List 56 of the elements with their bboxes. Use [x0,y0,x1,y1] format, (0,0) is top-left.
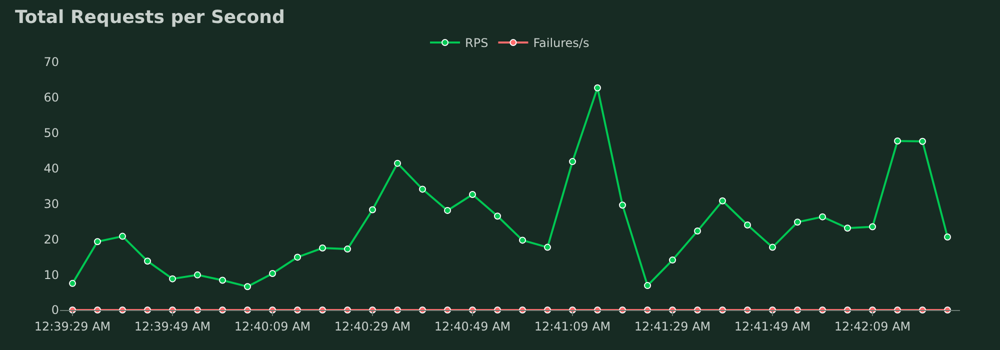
point [194,271,201,278]
point [94,238,101,246]
x-tick-label: 12:40:29 AM [334,319,411,334]
point [919,138,926,145]
point [794,218,801,226]
point [69,280,76,287]
point [444,206,451,214]
y-tick-label: 30 [44,196,59,211]
point [819,213,826,220]
y-tick-label: 60 [44,90,59,105]
point [694,227,701,234]
point [219,276,226,284]
y-tick-label: 70 [44,55,59,70]
point [569,158,576,166]
point [469,191,476,198]
point [269,270,276,278]
point [869,223,876,230]
x-tick-label: 12:42:09 AM [834,319,911,334]
point [644,282,651,290]
point [294,254,301,261]
point [169,275,176,282]
point [594,84,601,92]
point [894,138,901,145]
point [119,232,126,240]
point [319,244,326,252]
point [494,212,501,220]
x-tick-label: 12:39:49 AM [134,319,211,334]
legend-label: Failures/s [533,36,590,50]
x-tick-label: 12:39:29 AM [34,319,111,334]
point [769,244,776,251]
point [744,221,751,228]
y-tick-label: 10 [44,268,59,282]
point [944,234,951,241]
chart-title: Total Requests per Second [15,7,285,28]
point [519,236,526,244]
point [419,186,426,193]
point [344,246,351,253]
point [619,202,626,209]
x-tick-label: 12:40:49 AM [434,319,511,334]
y-tick-label: 0 [51,303,59,318]
point [394,160,401,167]
y-tick-label: 50 [44,126,59,140]
y-tick-label: 40 [44,161,59,176]
point [369,206,376,214]
point [144,258,151,265]
point [719,197,726,204]
x-tick-label: 12:41:09 AM [534,319,611,334]
x-tick-label: 12:41:49 AM [734,319,811,334]
legend-label: RPS [465,36,488,50]
point [244,283,251,290]
y-tick-label: 20 [44,232,59,246]
point [669,256,676,264]
point [844,224,851,232]
x-tick-label: 12:40:09 AM [234,319,311,334]
x-tick-label: 12:41:29 AM [634,319,711,334]
point [544,244,551,251]
